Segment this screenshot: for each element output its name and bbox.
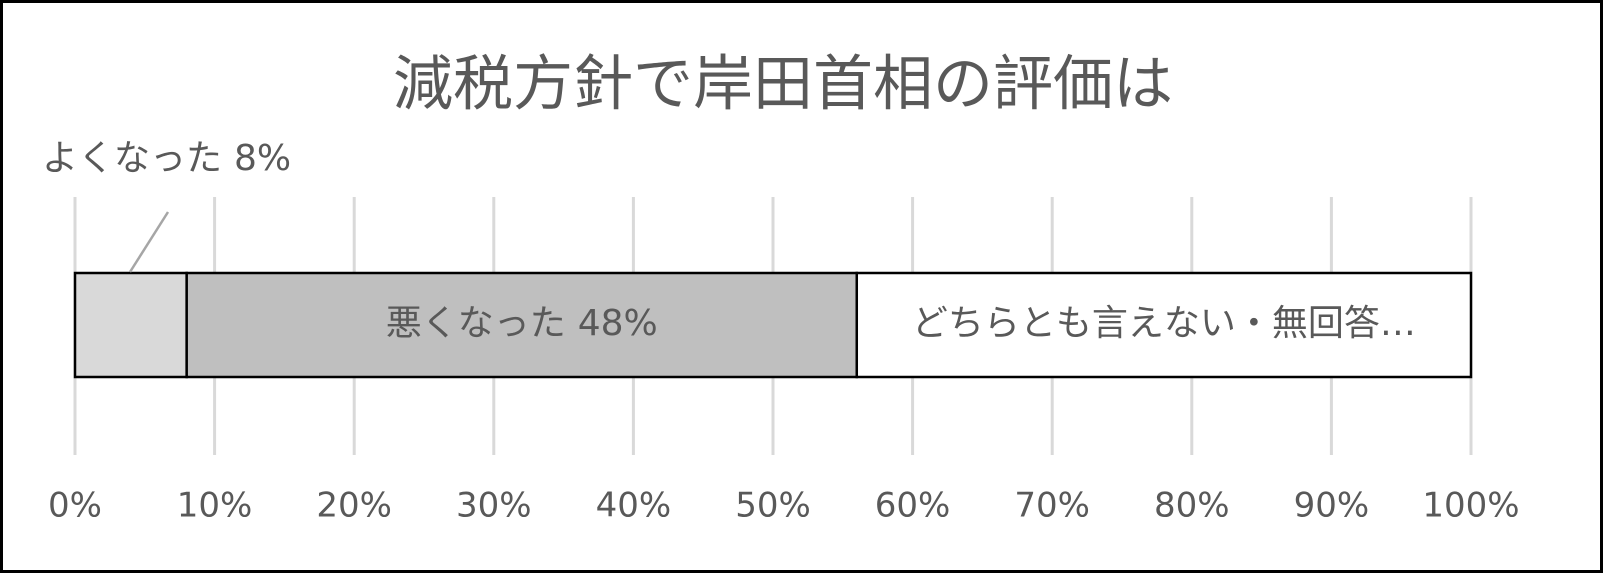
bar-segment (185, 271, 859, 379)
data-label: よくなった 8% (42, 138, 291, 179)
x-tick-label: 60% (875, 486, 951, 526)
x-tick-label: 0% (48, 486, 102, 526)
bar-segment (855, 271, 1473, 379)
x-tick-label: 20% (316, 486, 392, 526)
data-label-name: どちらとも言えない・無回答… (912, 303, 1416, 344)
x-tick-label: 90% (1294, 486, 1370, 526)
x-tick-label: 70% (1014, 486, 1090, 526)
chart-title: 減税方針で岸田首相の評価は (393, 50, 1173, 120)
data-label: 悪くなった 48% (386, 303, 658, 344)
x-tick-label: 10% (177, 486, 253, 526)
leader-line (128, 211, 170, 273)
data-label: どちらとも言えない・無回答… (912, 303, 1416, 344)
bar-segment (73, 271, 188, 379)
x-tick-label: 50% (735, 486, 811, 526)
x-tick-label: 80% (1154, 486, 1230, 526)
data-label-value: 48% (578, 303, 658, 344)
x-tick-label: 30% (456, 486, 532, 526)
data-label-name: よくなった (42, 138, 222, 179)
x-tick-label: 40% (596, 486, 672, 526)
x-tick-label: 100% (1422, 486, 1519, 526)
data-label-value: 8% (234, 138, 291, 179)
data-label-name: 悪くなった (386, 303, 566, 344)
